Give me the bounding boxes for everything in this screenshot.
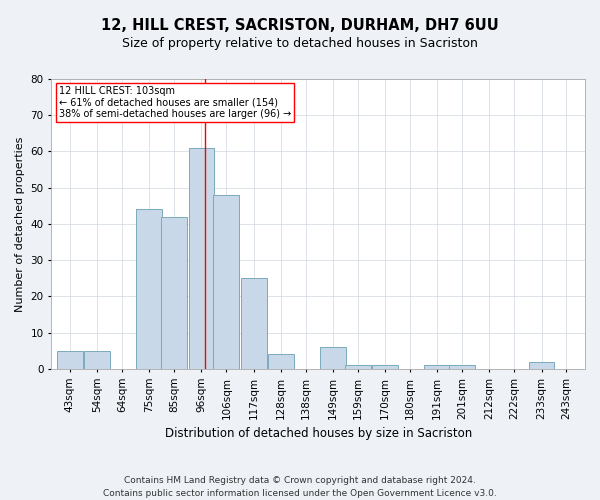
Text: 12 HILL CREST: 103sqm
← 61% of detached houses are smaller (154)
38% of semi-det: 12 HILL CREST: 103sqm ← 61% of detached … [59,86,291,120]
Bar [136,210,162,369]
Bar [161,216,187,369]
Bar [57,351,83,369]
Bar [85,351,110,369]
Bar [241,278,266,369]
Bar [449,366,475,369]
Bar [188,148,214,369]
Bar [214,195,239,369]
X-axis label: Distribution of detached houses by size in Sacriston: Distribution of detached houses by size … [164,427,472,440]
Text: Contains HM Land Registry data © Crown copyright and database right 2024.
Contai: Contains HM Land Registry data © Crown c… [103,476,497,498]
Bar [372,366,398,369]
Y-axis label: Number of detached properties: Number of detached properties [15,136,25,312]
Bar [529,362,554,369]
Bar [345,366,371,369]
Bar [424,366,450,369]
Text: 12, HILL CREST, SACRISTON, DURHAM, DH7 6UU: 12, HILL CREST, SACRISTON, DURHAM, DH7 6… [101,18,499,32]
Text: Size of property relative to detached houses in Sacriston: Size of property relative to detached ho… [122,38,478,51]
Bar [320,347,346,369]
Bar [268,354,294,369]
